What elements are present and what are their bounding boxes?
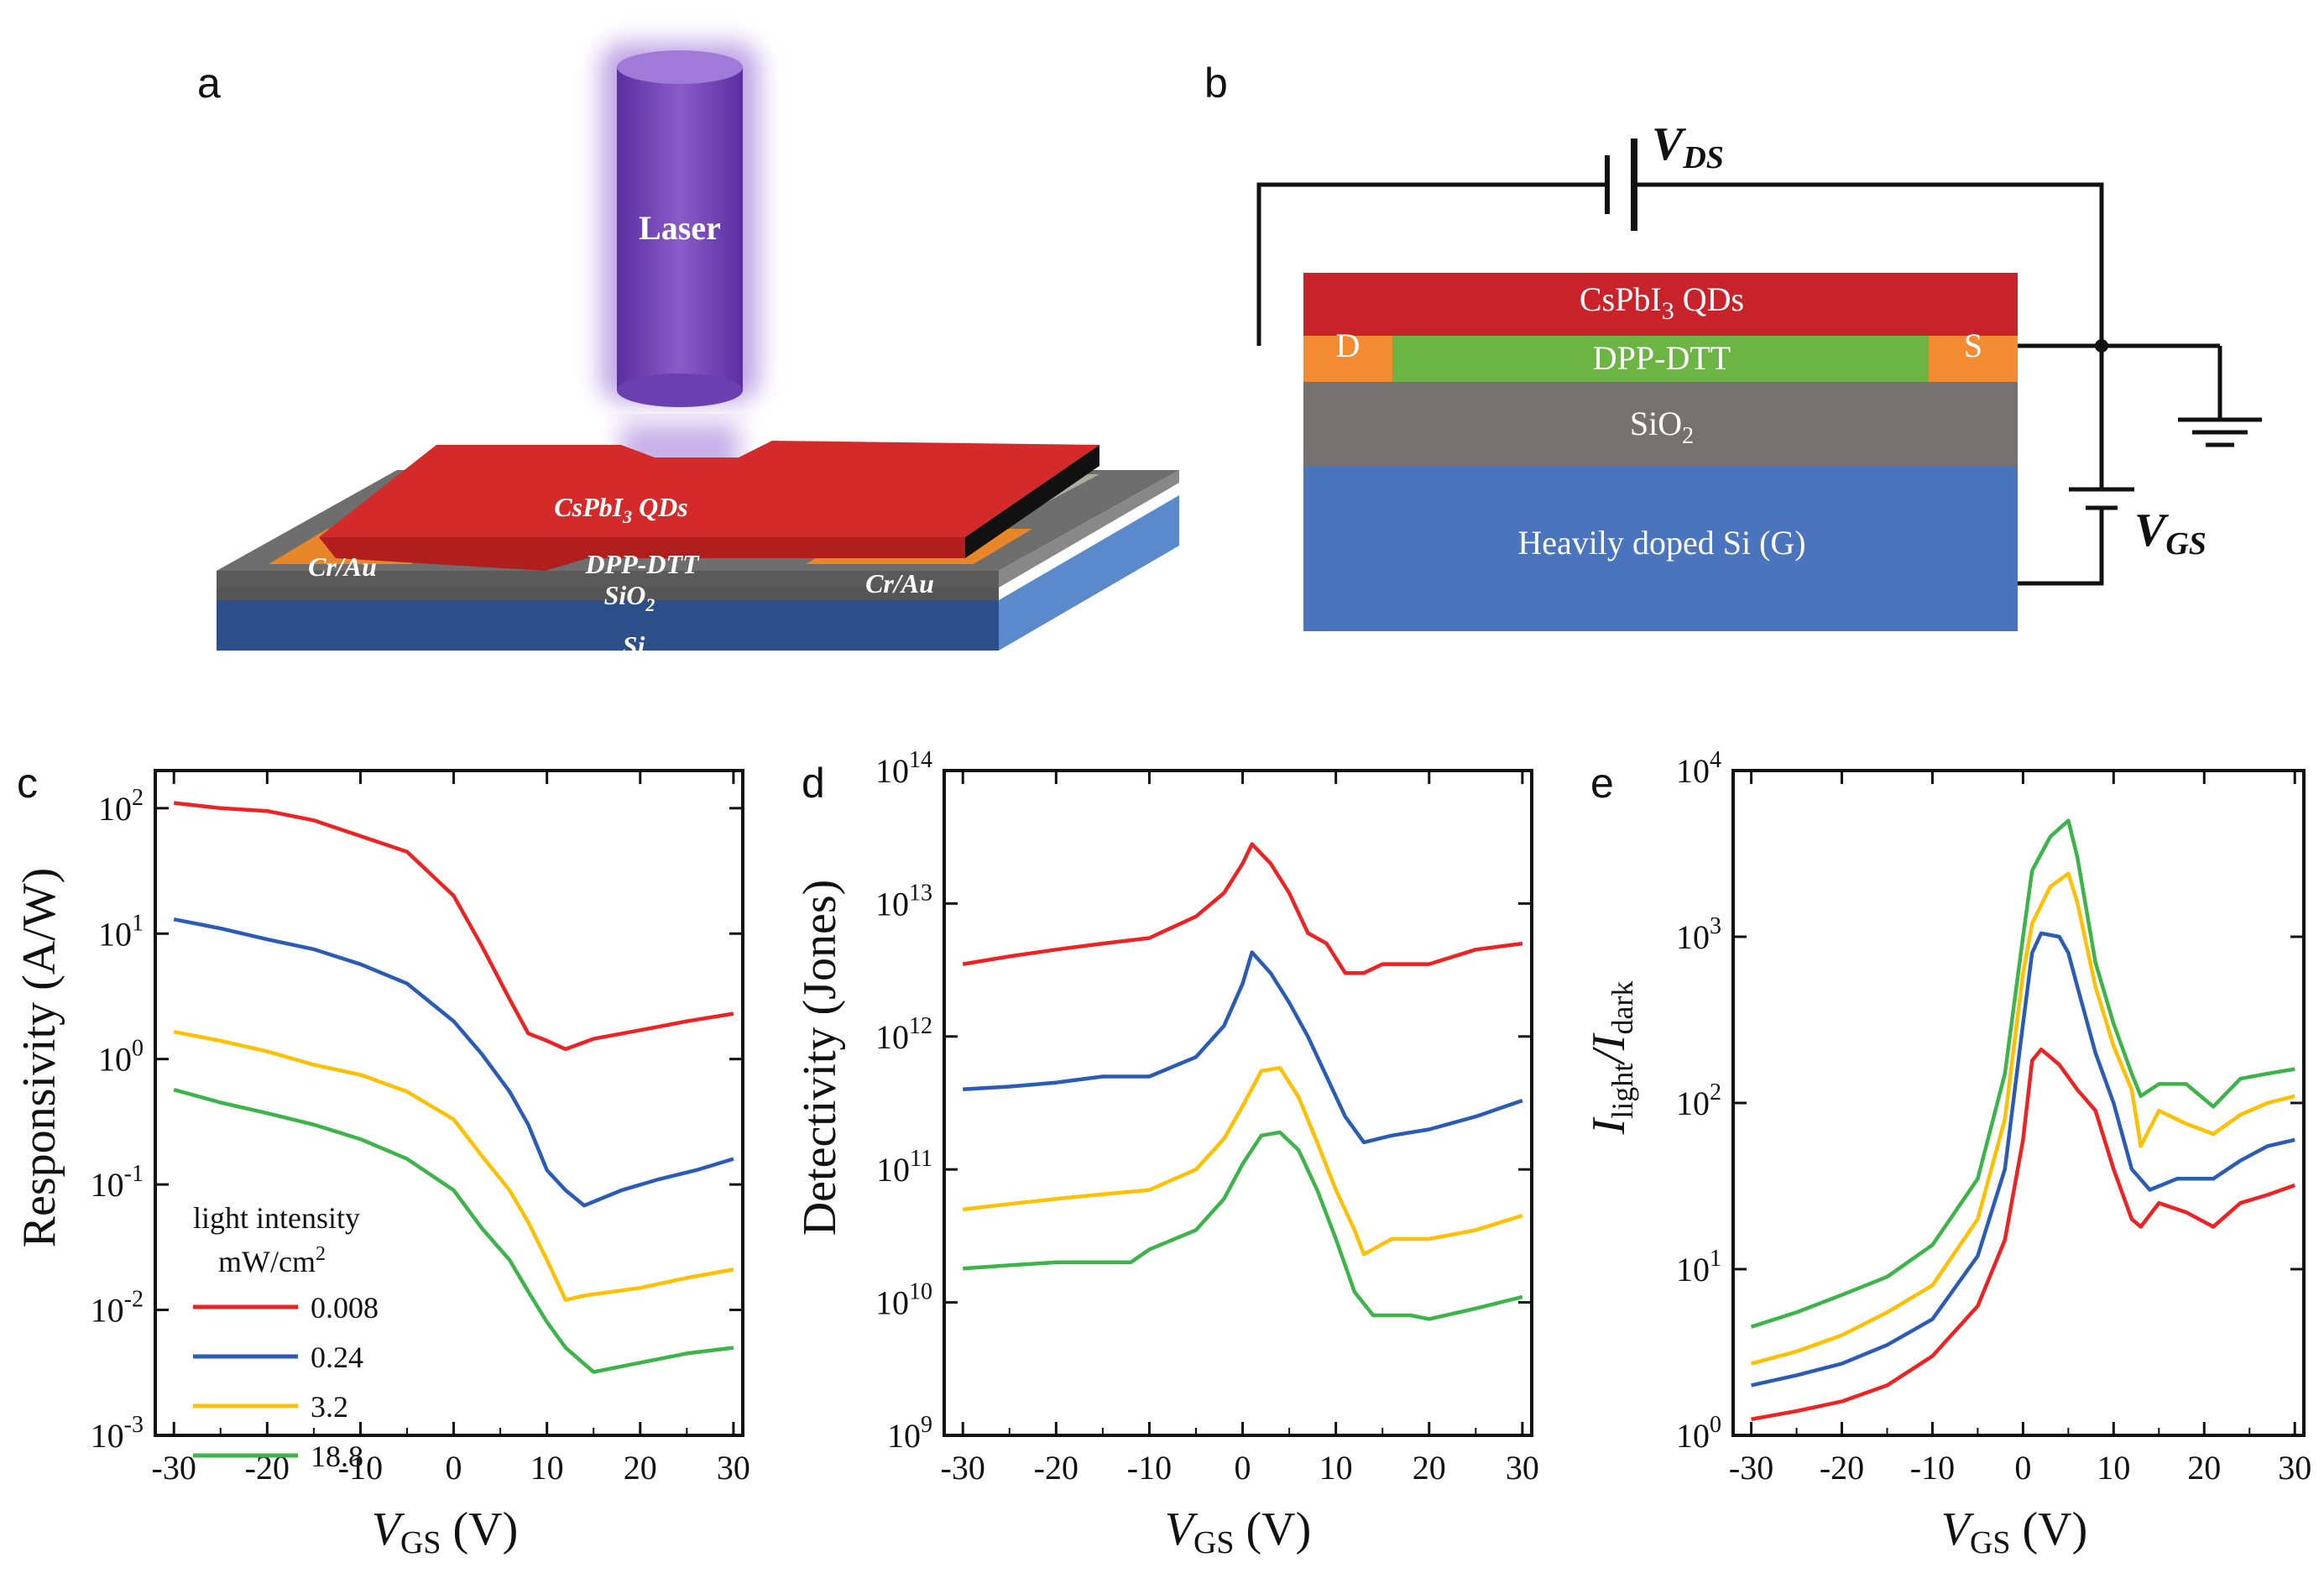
laser-label: Laser [639, 209, 721, 247]
y-tick-label: 100 [98, 1036, 144, 1079]
x-tick-label: -20 [1034, 1449, 1078, 1487]
source-label: S [1964, 327, 1982, 364]
electrode-left-label: Cr/Au [308, 551, 377, 582]
x-tick-label: 10 [2097, 1449, 2130, 1487]
legend-label-0: 0.008 [311, 1291, 379, 1325]
series-line-3.2 [1751, 871, 2295, 1366]
y-tick-label: 101 [98, 910, 144, 953]
y-tick-label: 104 [1676, 747, 1721, 790]
series-line-0.008 [173, 801, 734, 1052]
polymer-layer-label-b: DPP-DTT [1593, 339, 1731, 377]
x-tick-label: -20 [1820, 1449, 1864, 1487]
qds-layer-label: CsPbI3 QDs [554, 492, 687, 527]
y-tick-label: 102 [1676, 1079, 1721, 1122]
y-tick-label: 1010 [875, 1279, 932, 1322]
vds-label: VDS [1652, 118, 1724, 175]
gate-layer-label: Heavily doped Si (G) [1517, 524, 1805, 562]
chart-e-xlabel: VGS (V) [1941, 1503, 2088, 1560]
vgs-label: VGS [2134, 504, 2206, 562]
y-tick-label: 103 [1676, 913, 1721, 956]
x-tick-label: -10 [338, 1449, 383, 1487]
series-line-18.8 [963, 1130, 1523, 1321]
panel-e-label: e [1590, 760, 1614, 807]
y-tick-label: 1014 [875, 747, 932, 790]
panel-c-label: c [17, 760, 38, 807]
device-cross-section [1303, 273, 2018, 631]
panel-a-label: a [197, 60, 221, 107]
chart-d: -30 -20 -10 0 10 20 30 109 1010 1011 1012 1013 1014 [875, 747, 1539, 1487]
y-tick-label: 1011 [876, 1146, 932, 1189]
series-line-0.008 [962, 842, 1523, 975]
legend-unit: mW/cm2 [218, 1243, 326, 1278]
x-tick-label: -30 [152, 1449, 196, 1487]
y-tick-label: 1012 [875, 1013, 932, 1056]
polymer-layer [1392, 336, 1929, 382]
y-tick-label: 1013 [875, 880, 932, 922]
series-line-18.8 [173, 1088, 734, 1374]
oxide-layer-label: SiO2 [604, 580, 655, 615]
chart-e-ylabel: Ilight/Idark [1583, 981, 1639, 1136]
y-tick-label: 10-2 [91, 1287, 144, 1330]
chart-c-ylabel: Responsivity (A/W) [13, 868, 65, 1248]
legend-label-3: 18.8 [311, 1440, 363, 1473]
y-tick-label: 102 [98, 785, 144, 828]
x-tick-label: 10 [1319, 1449, 1353, 1487]
y-tick-label: 101 [1676, 1246, 1721, 1288]
series-line-3.2 [173, 1029, 734, 1302]
x-tick-label: 20 [2187, 1449, 2221, 1487]
x-tick-label: 0 [1235, 1449, 1251, 1487]
qds-layer-label-b: CsPbI3 QDs [1580, 280, 1744, 325]
si-layer-label: Si [623, 630, 645, 661]
panel-b: b VDS VGS CsPbI3 QDs [1204, 60, 2262, 631]
circuit-wires [1256, 182, 2262, 586]
x-tick-label: -30 [941, 1449, 985, 1487]
circuit-node [2095, 339, 2108, 353]
x-tick-label: 30 [1506, 1449, 1539, 1487]
y-tick-label: 10-1 [91, 1161, 144, 1204]
series-line-0.24 [963, 950, 1523, 1145]
y-tick-label: 10-3 [91, 1412, 144, 1455]
device-3d-stack [217, 441, 1179, 651]
chart-c-xlabel: VGS (V) [372, 1503, 519, 1560]
polymer-layer-label: DPP-DTT [584, 549, 700, 579]
oxide-layer [1303, 382, 2018, 466]
chart-d-ylabel: Detectivity (Jones) [794, 880, 846, 1236]
chart-e: -30 -20 -10 0 10 20 30 100 101 102 103 104 [1676, 747, 2311, 1487]
panel-a: a Laser CsPbI3 QDs DPP-D [197, 42, 1179, 661]
series-line-0.008 [1751, 1047, 2295, 1422]
x-tick-label: 30 [717, 1449, 750, 1487]
legend-title: light intensity [193, 1201, 360, 1235]
x-tick-label: 20 [1413, 1449, 1446, 1487]
x-tick-label: 20 [624, 1449, 657, 1487]
x-tick-label: -10 [1127, 1449, 1172, 1487]
plot-frame [154, 769, 744, 1437]
y-tick-label: 100 [1676, 1412, 1721, 1455]
laser-beam: Laser [600, 42, 760, 474]
legend-label-2: 3.2 [311, 1390, 348, 1424]
panel-d-label: d [802, 760, 825, 807]
x-tick-label: 0 [446, 1449, 462, 1487]
series-line-18.8 [1750, 818, 2295, 1329]
series-line-3.2 [962, 1066, 1523, 1257]
x-tick-label: 30 [2278, 1449, 2311, 1487]
x-tick-label: -10 [1910, 1449, 1955, 1487]
x-tick-label: 10 [530, 1449, 564, 1487]
y-tick-label: 109 [887, 1412, 932, 1455]
legend-label-1: 0.24 [311, 1341, 363, 1374]
x-tick-label: 0 [2014, 1449, 2031, 1487]
plot-frame [943, 769, 1533, 1437]
gate-si-layer [1303, 466, 2018, 631]
oxide-layer-label-b: SiO2 [1630, 405, 1694, 449]
drain-label: D [1336, 327, 1360, 364]
chart-d-xlabel: VGS (V) [1165, 1503, 1312, 1560]
series-line-0.24 [1751, 931, 2295, 1388]
series-line-0.24 [173, 917, 734, 1208]
panel-b-label: b [1204, 60, 1228, 107]
chart-c-legend: light intensity mW/cm2 0.008 0.24 3.2 18… [193, 1201, 379, 1473]
electrode-right-label: Cr/Au [865, 568, 934, 598]
x-tick-label: -30 [1729, 1449, 1773, 1487]
